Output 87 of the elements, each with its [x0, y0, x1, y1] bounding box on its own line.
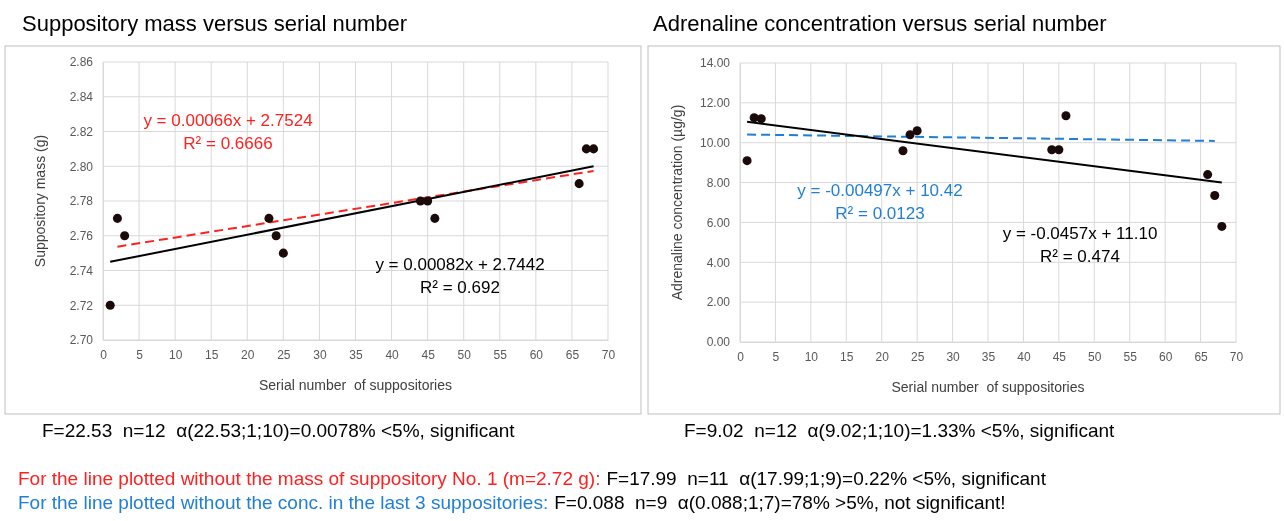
point	[105, 300, 115, 310]
x-tick-label: 20	[241, 347, 255, 362]
text: For the line plotted without the mass of suppository No. 1 (m=2.72 g):	[18, 468, 601, 489]
point	[1061, 111, 1071, 121]
y-tick-label: 2.00	[706, 295, 731, 310]
point	[756, 114, 766, 124]
x-tick-label: 45	[421, 347, 436, 362]
annotation: R² = 0.474	[1040, 247, 1120, 266]
y-tick-label: 2.84	[69, 90, 94, 105]
point	[905, 130, 915, 140]
point	[271, 231, 281, 241]
point	[574, 179, 584, 189]
point	[120, 231, 130, 241]
x-tick-label: 5	[136, 347, 144, 362]
point	[278, 248, 288, 258]
y-tick-label: 2.86	[69, 55, 94, 70]
chart-title: Adrenaline concentration versus serial number	[653, 11, 1107, 36]
x-tick-label: 65	[565, 347, 580, 362]
x-tick-label: 35	[981, 349, 996, 364]
point	[423, 196, 433, 206]
point	[264, 213, 274, 223]
point	[898, 146, 908, 156]
y-tick-label: 12.00	[699, 96, 731, 111]
x-tick-label: 5	[772, 349, 780, 364]
annotation: y = 0.00066x + 2.7524	[143, 111, 313, 130]
y-tick-label: 2.70	[69, 333, 94, 348]
x-tick-label: 40	[385, 347, 400, 362]
text: F=9.02 n=12 α(9.02;1;10)=1.33% <5%, significant	[684, 420, 1116, 441]
y-tick-label: 6.00	[706, 215, 731, 230]
x-tick-label: 65	[1194, 349, 1209, 364]
point	[430, 213, 440, 223]
y-axis-title: Suppository mass (g)	[32, 134, 48, 268]
x-tick-label: 25	[910, 349, 925, 364]
point	[1210, 191, 1220, 201]
y-tick-label: 14.00	[699, 56, 731, 71]
y-tick-label: 2.78	[69, 194, 94, 209]
x-tick-label: 60	[529, 347, 544, 362]
x-tick-label: 0	[737, 349, 745, 364]
x-tick-label: 35	[349, 347, 363, 362]
x-tick-label: 10	[168, 347, 183, 362]
y-axis-title: Adrenaline concentration (µg/g)	[669, 104, 685, 301]
point	[912, 126, 922, 136]
x-tick-label: 30	[313, 347, 327, 362]
x-tick-label: 55	[1123, 349, 1138, 364]
annotation: R² = 0.692	[420, 278, 500, 297]
x-tick-label: 25	[277, 347, 291, 362]
x-tick-label: 20	[875, 349, 890, 364]
x-tick-label: 70	[1229, 349, 1244, 364]
y-tick-label: 2.74	[69, 263, 94, 278]
annotation: R² = 0.0123	[835, 204, 925, 223]
x-tick-label: 45	[1052, 349, 1067, 364]
x-tick-label: 70	[601, 347, 616, 362]
x-tick-label: 10	[804, 349, 819, 364]
y-tick-label: 8.00	[706, 175, 731, 190]
x-tick-label: 50	[457, 347, 472, 362]
x-tick-label: 55	[493, 347, 508, 362]
y-tick-label: 4.00	[706, 255, 731, 270]
y-tick-label: 2.72	[69, 298, 94, 313]
x-tick-label: 40	[1017, 349, 1031, 364]
y-tick-label: 0.00	[706, 335, 731, 350]
y-tick-label: 2.82	[69, 124, 94, 139]
annotation: R² = 0.6666	[183, 134, 273, 153]
point	[1217, 221, 1227, 231]
chart-title: Suppository mass versus serial number	[22, 11, 408, 36]
x-axis-title: Serial number of suppositories	[259, 377, 452, 393]
point	[742, 156, 752, 166]
x-axis-title: Serial number of suppositories	[891, 379, 1085, 395]
y-tick-label: 10.00	[699, 136, 731, 151]
text: For the line plotted without the conc. in the last 3 suppositories:	[18, 492, 549, 513]
point	[589, 144, 599, 154]
text: F=22.53 n=12 α(22.53;1;10)=0.0078% <5%, significant	[42, 420, 516, 441]
annotation: y = 0.00082x + 2.7442	[375, 255, 545, 274]
x-tick-label: 60	[1158, 349, 1173, 364]
text: F=0.088 n=9 α(0.088;1;7)=78% >5%, not significant!	[554, 492, 1006, 513]
x-tick-label: 15	[205, 347, 219, 362]
x-tick-label: 50	[1088, 349, 1102, 364]
y-tick-label: 2.80	[69, 159, 94, 174]
x-tick-label: 30	[946, 349, 961, 364]
x-tick-label: 15	[840, 349, 854, 364]
point	[1203, 170, 1213, 180]
x-tick-label: 0	[100, 347, 108, 362]
text: F=17.99 n=11 α(17.99;1;9)=0.22% <5%, significant	[606, 468, 1047, 489]
y-tick-label: 2.76	[69, 229, 94, 244]
point	[1054, 145, 1064, 155]
annotation: y = -0.00497x + 10.42	[797, 181, 963, 200]
annotation: y = -0.0457x + 11.10	[1002, 224, 1158, 243]
point	[112, 213, 122, 223]
